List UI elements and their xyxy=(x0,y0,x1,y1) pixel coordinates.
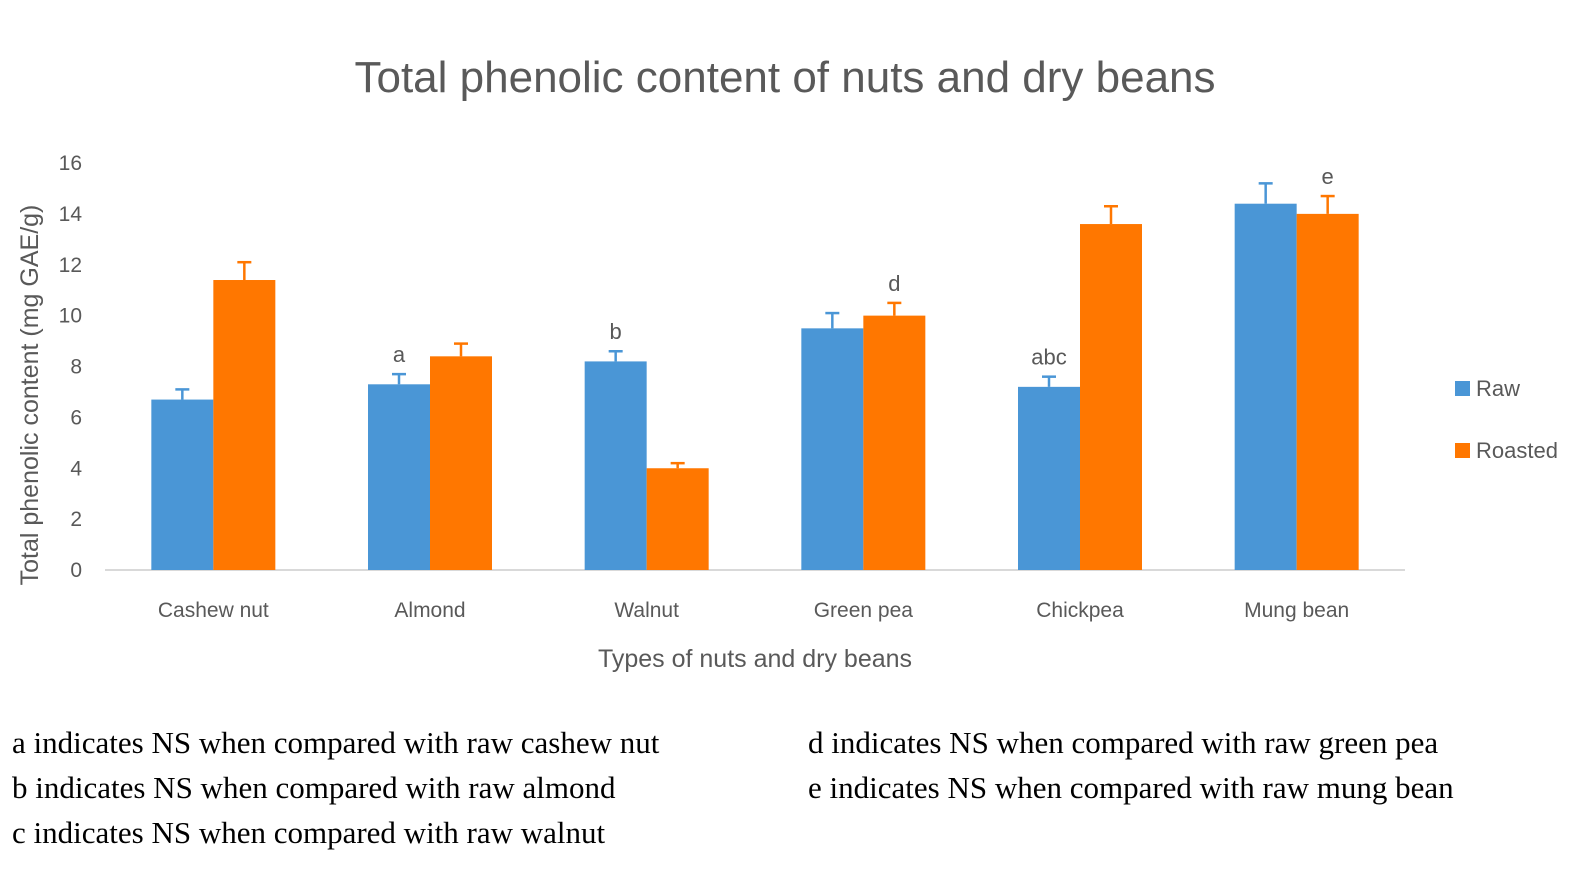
bar-raw-mung-bean xyxy=(1234,203,1297,570)
legend-swatch xyxy=(1455,443,1470,458)
footnote-e: e indicates NS when compared with raw mu… xyxy=(808,770,1454,805)
chart-title: Total phenolic content of nuts and dry b… xyxy=(354,53,1215,102)
y-tick-label: 8 xyxy=(70,356,82,379)
y-axis-title: Total phenolic content (mg GAE/g) xyxy=(16,205,44,586)
x-tick-label: Almond xyxy=(394,599,465,622)
y-tick-label: 16 xyxy=(59,152,82,175)
legend-label: Raw xyxy=(1476,376,1520,401)
footnotes-left: a indicates NS when compared with raw ca… xyxy=(12,720,792,855)
legend: Raw Roasted xyxy=(1455,376,1558,463)
significance-label: a xyxy=(393,342,406,367)
x-tick-label: Cashew nut xyxy=(158,599,269,622)
y-tick-label: 14 xyxy=(59,203,83,226)
bar-raw-green-pea xyxy=(801,328,864,570)
significance-label: e xyxy=(1322,164,1334,189)
y-tick-label: 0 xyxy=(70,559,82,582)
y-tick-label: 12 xyxy=(59,254,82,277)
bar-roasted-almond xyxy=(430,356,492,570)
y-tick-label: 4 xyxy=(70,457,82,480)
bar-raw-almond xyxy=(368,384,430,570)
bar-chart: Total phenolic content of nuts and dry b… xyxy=(16,53,1558,673)
footnotes: a indicates NS when compared with raw ca… xyxy=(0,720,1571,870)
bar-roasted-chickpea xyxy=(1080,224,1142,571)
x-axis-title: Types of nuts and dry beans xyxy=(598,645,912,673)
bar-roasted-mung-bean xyxy=(1296,213,1359,570)
footnote-b: b indicates NS when compared with raw al… xyxy=(12,770,616,805)
x-tick-label: Mung bean xyxy=(1244,599,1349,622)
footnote-a: a indicates NS when compared with raw ca… xyxy=(12,725,660,760)
footnote-d: d indicates NS when compared with raw gr… xyxy=(808,725,1439,760)
significance-label: b xyxy=(610,319,622,344)
bar-roasted-walnut xyxy=(646,468,709,570)
bar-roasted-green-pea xyxy=(863,315,926,570)
legend-label: Roasted xyxy=(1476,438,1558,463)
y-tick-label: 6 xyxy=(70,406,82,429)
bar-roasted-cashew-nut xyxy=(213,280,276,570)
x-tick-label: Green pea xyxy=(814,599,914,622)
bar-raw-chickpea xyxy=(1018,386,1080,570)
bar-raw-cashew-nut xyxy=(151,399,214,570)
legend-swatch xyxy=(1455,381,1470,396)
x-axis-ticks: Cashew nut Almond Walnut Green pea Chickpea M… xyxy=(158,599,1349,622)
bar-raw-walnut xyxy=(584,361,647,570)
significance-label: abc xyxy=(1031,345,1066,370)
bars: a b d abc e xyxy=(151,164,1359,571)
x-tick-label: Chickpea xyxy=(1036,599,1124,622)
x-tick-label: Walnut xyxy=(614,599,679,622)
footnote-c: c indicates NS when compared with raw wa… xyxy=(12,815,606,850)
y-tick-label: 2 xyxy=(70,508,82,531)
y-axis-ticks: 0 2 4 6 8 10 12 14 16 xyxy=(59,152,83,582)
y-tick-label: 10 xyxy=(59,305,82,328)
significance-label: d xyxy=(888,271,900,296)
footnotes-right: d indicates NS when compared with raw gr… xyxy=(808,720,1548,810)
